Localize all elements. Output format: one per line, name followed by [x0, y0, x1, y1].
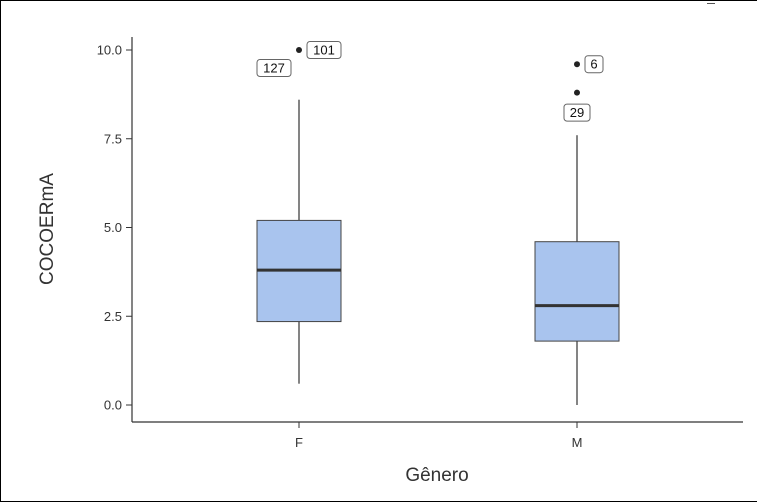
x-tick-label-M: M: [572, 435, 583, 450]
outlier-label-box-101: [306, 41, 342, 59]
outlier-label-6: 6: [590, 57, 597, 72]
y-tick-label-3: 7.5: [104, 131, 122, 146]
y-tick-label-1: 2.5: [104, 309, 122, 324]
outlier-label-101: 101: [313, 43, 335, 58]
outlier-label-127: 127: [263, 61, 285, 76]
x-tick-label-F: F: [295, 435, 303, 450]
outlier-label-box-29: [563, 103, 591, 122]
outlier-point-M-1: [574, 89, 580, 96]
y-tick-label-4: 10.0: [97, 43, 122, 58]
box-M: [534, 241, 620, 342]
corner-mark: [707, 3, 715, 4]
plot-layer: 0.0 2.5 5.0 7.5 10.0 F M 127 101 6 29: [97, 37, 743, 450]
outlier-point-M-0: [574, 61, 580, 68]
outlier-label-29: 29: [570, 105, 584, 120]
outlier-point-F-0: [296, 47, 302, 53]
outlier-label-box-127: [256, 59, 292, 77]
y-axis-title: COCOERmA: [37, 173, 58, 285]
y-tick-label-0: 0.0: [104, 398, 122, 413]
y-tick-label-2: 5.0: [104, 220, 122, 235]
outlier-label-box-6: [584, 55, 604, 74]
x-axis-title: Gênero: [405, 465, 468, 486]
